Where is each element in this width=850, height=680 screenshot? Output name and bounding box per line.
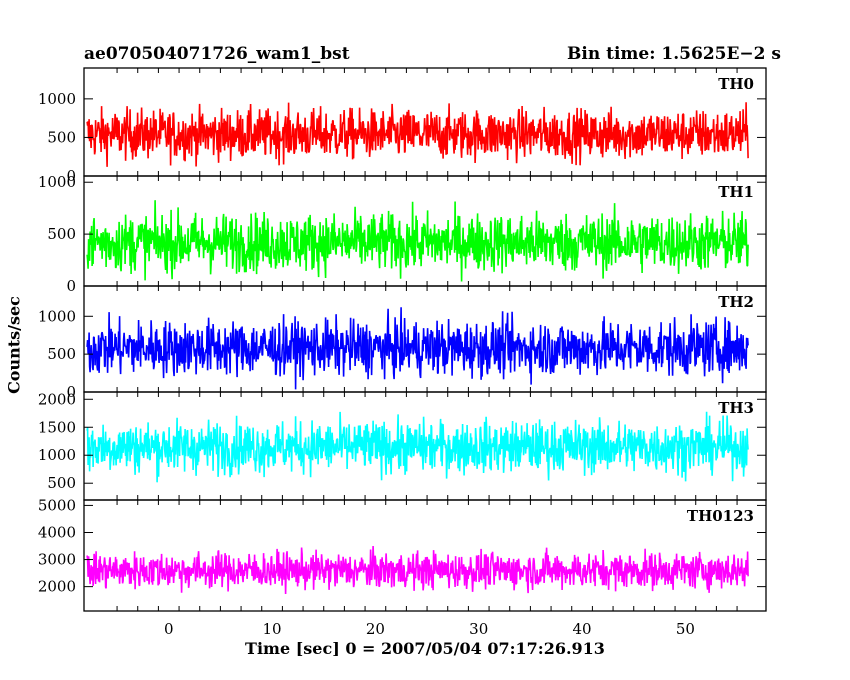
y-tick-label: 2000 [38,578,76,596]
series-label-th2: TH2 [718,293,754,311]
y-tick-label: 1000 [38,90,76,108]
x-tick-label: 20 [366,620,385,638]
panel-th1: 0 500 1000 TH1 [38,173,767,295]
panel-th2: 0 500 1000 TH2 [38,285,767,401]
y-tick-label: 1000 [38,307,76,325]
light-curve-th2 [86,307,749,390]
x-tick-label: 50 [676,620,695,638]
series-label-th0123: TH0123 [687,507,754,525]
chart-title-object: ae070504071726_wam1_bst [84,44,350,64]
light-curve-th3 [86,411,749,483]
y-tick-label: 0 [66,383,76,401]
light-curve-th1 [86,200,749,282]
series-label-th3: TH3 [718,399,754,417]
x-tick-label: 0 [164,620,174,638]
y-tick-label: 1000 [38,173,76,191]
light-curve-th0 [86,102,749,167]
y-tick-label: 2000 [38,390,76,408]
series-label-th0: TH0 [718,75,754,93]
y-tick-label: 1000 [38,446,76,464]
y-tick-label: 500 [47,474,76,492]
chart-title-bintime: Bin time: 1.5625E−2 s [567,44,781,64]
y-tick-label: 1500 [38,418,76,436]
light-curve-th0123 [86,545,749,595]
x-tick-label: 40 [573,620,592,638]
panel-th3: 500 1000 1500 2000 TH3 [38,390,767,501]
y-tick-label: 0 [66,167,76,185]
y-tick-label: 500 [47,128,76,146]
y-axis-label: Counts/sec [4,296,24,394]
y-tick-label: 500 [47,225,76,243]
x-tick-label: 10 [263,620,282,638]
panel-th0123: 2000 3000 4000 5000 TH0123 [38,496,767,612]
y-tick-label: 4000 [38,523,76,541]
panel-th0: 0 500 1000 TH0 [38,67,767,185]
y-tick-label: 0 [66,277,76,295]
y-tick-label: 5000 [38,496,76,514]
x-tick-label: 30 [469,620,488,638]
y-tick-label: 3000 [38,551,76,569]
y-tick-label: 500 [47,345,76,363]
x-axis-label: Time [sec] 0 = 2007/05/04 07:17:26.913 [245,639,605,658]
series-label-th1: TH1 [718,183,754,201]
panel-frame [83,499,767,612]
